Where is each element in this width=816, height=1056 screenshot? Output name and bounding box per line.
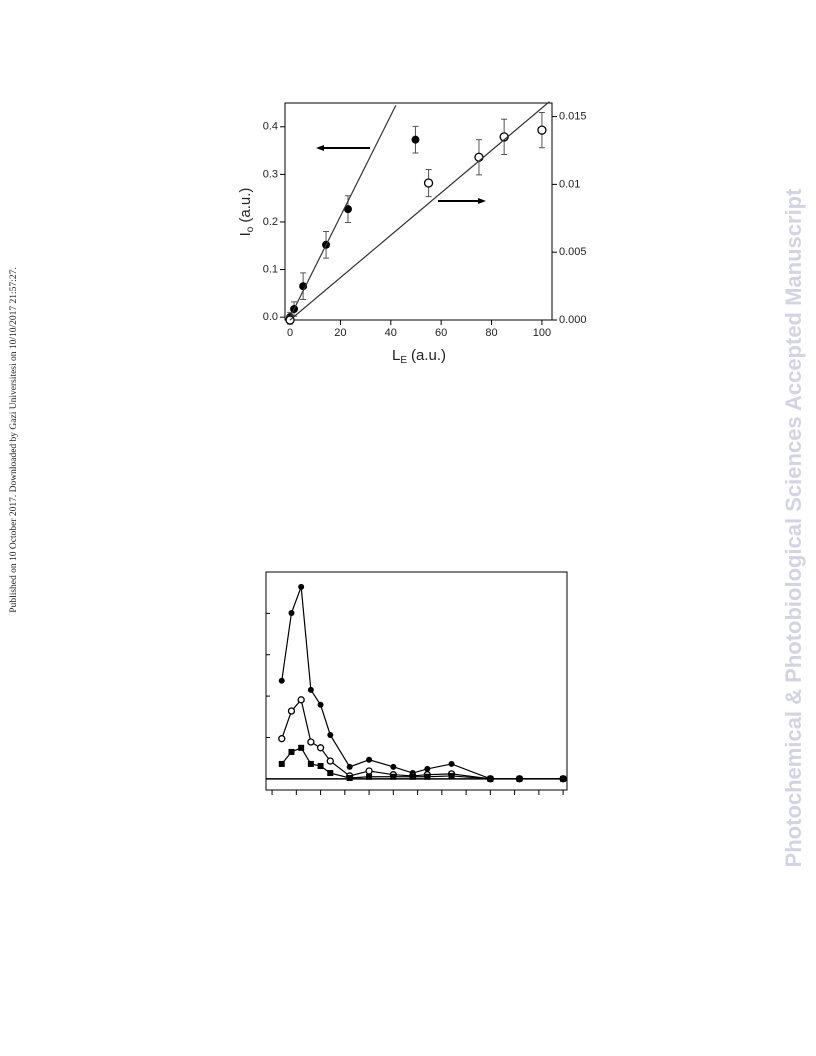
point [278, 677, 285, 684]
point [278, 735, 286, 743]
y2-tick-label: 0.005 [559, 246, 587, 258]
point [448, 772, 455, 779]
point [365, 767, 373, 775]
point [317, 701, 324, 708]
point [287, 707, 296, 715]
y-label-subscript: o [245, 226, 256, 232]
y2-tick-label: 0.000 [559, 314, 587, 326]
point [298, 583, 305, 590]
point [316, 744, 325, 752]
point [424, 773, 431, 780]
x-tick-label: 0 [287, 327, 293, 339]
y-tick-label: 0.3 [263, 168, 278, 180]
point [327, 731, 334, 738]
point [390, 773, 397, 780]
x-axis-label: LE (a.u.) [392, 347, 446, 366]
x-tick-label: 80 [485, 327, 497, 339]
published-note: Published on 10 October 2017. Downloaded… [9, 267, 19, 612]
point [288, 748, 295, 755]
point [409, 773, 416, 780]
point [307, 686, 314, 693]
point [278, 760, 285, 767]
point [288, 609, 295, 616]
point [346, 763, 353, 770]
y-axis-label: Io (a.u.) [237, 188, 256, 237]
y-tick-label: 0.0 [263, 311, 278, 323]
x-tick-label: 100 [533, 327, 551, 339]
series-line [281, 698, 564, 780]
point [448, 760, 455, 767]
x-label-symbol: L [392, 347, 400, 364]
point [516, 775, 523, 782]
x-label-unit: (a.u.) [411, 347, 446, 364]
series-line [281, 586, 564, 780]
plot-frame [284, 102, 553, 321]
series-line [289, 101, 550, 321]
point [326, 757, 334, 765]
y-tick-label: 0.1 [263, 263, 278, 275]
y-label-symbol: I [237, 232, 254, 236]
plot-frame [265, 571, 568, 791]
point [366, 756, 373, 763]
point [424, 765, 431, 772]
point [327, 770, 334, 777]
point [474, 152, 484, 162]
x-label-subscript: E [400, 355, 407, 366]
x-tick-label: 60 [435, 327, 447, 339]
y2-tick-label: 0.015 [559, 110, 587, 122]
x-tick-label: 20 [334, 327, 346, 339]
point [366, 773, 373, 780]
point [307, 738, 315, 746]
point [390, 763, 397, 770]
y-tick-label: 0.4 [263, 121, 278, 133]
series-line [289, 105, 397, 318]
point [307, 760, 314, 767]
point [317, 763, 324, 770]
point [298, 744, 305, 751]
y-tick-label: 0.2 [263, 216, 278, 228]
point [537, 125, 547, 135]
point [343, 205, 352, 214]
point [423, 178, 434, 188]
arrows [316, 145, 486, 204]
point [560, 775, 567, 782]
point [297, 696, 305, 704]
point [487, 775, 494, 782]
watermark: Photochemical & Photobiological Sciences… [781, 188, 806, 868]
x-tick-label: 40 [385, 327, 397, 339]
point [346, 775, 353, 782]
y2-tick-label: 0.01 [559, 178, 580, 190]
y-label-unit: (a.u.) [237, 188, 254, 223]
point [411, 135, 420, 144]
